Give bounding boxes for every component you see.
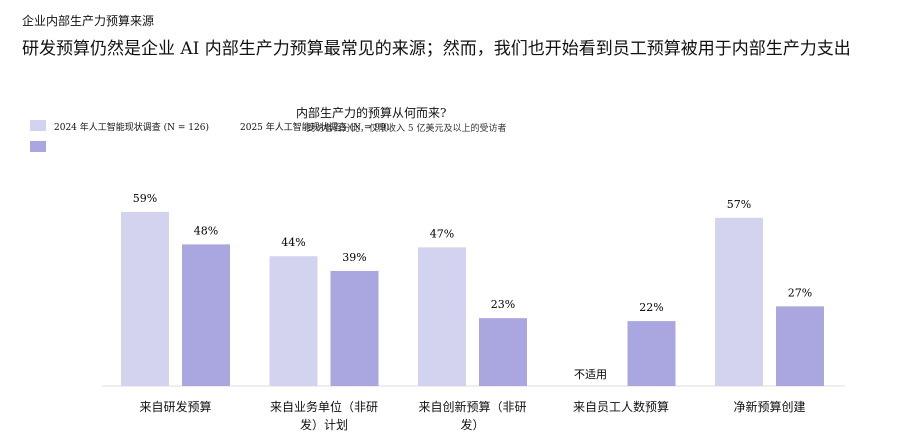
x-tick-label: 来自员工人数预算 bbox=[572, 400, 669, 414]
bar bbox=[121, 211, 169, 386]
value-label: 48% bbox=[194, 224, 218, 237]
headline: 研发预算仍然是企业 AI 内部生产力预算最常见的来源；然而，我们也开始看到员工预… bbox=[22, 39, 851, 59]
value-label: 22% bbox=[639, 301, 663, 314]
kicker: 企业内部生产力预算来源 bbox=[22, 14, 155, 28]
bar bbox=[776, 306, 824, 386]
bar bbox=[269, 256, 318, 386]
bar bbox=[182, 244, 230, 386]
bar bbox=[627, 321, 676, 386]
x-tick-label: 净新预算创建 bbox=[733, 400, 806, 414]
value-label: 57% bbox=[727, 198, 751, 211]
bar bbox=[479, 318, 527, 386]
bar bbox=[715, 217, 763, 386]
value-label: 47% bbox=[430, 227, 454, 240]
legend-label: 2025 年人工智能现状调查 (N = 99) bbox=[240, 123, 390, 133]
value-label: 59% bbox=[133, 192, 157, 205]
x-tick-label: 来自研发预算 bbox=[139, 400, 212, 414]
bar bbox=[418, 247, 466, 386]
legend-label: 2024 年人工智能现状调查 (N = 126) bbox=[54, 123, 209, 133]
value-label: 27% bbox=[788, 286, 812, 299]
value-label: 23% bbox=[491, 298, 515, 311]
chart-title: 内部生产力的预算从何而来? bbox=[296, 106, 447, 120]
legend-swatch bbox=[30, 120, 46, 131]
value-label: 不适用 bbox=[574, 368, 607, 381]
x-tick-label: 来自创新预算（非研发） bbox=[418, 400, 527, 432]
value-label: 39% bbox=[342, 251, 366, 264]
value-label: 44% bbox=[281, 236, 305, 249]
bar bbox=[330, 270, 379, 386]
legend-swatch bbox=[30, 141, 46, 152]
chart-subtitle: 受访者百分比，仅限收入 5 亿美元及以上的受访者 bbox=[306, 124, 507, 134]
x-tick-label: 来自业务单位（非研发）计划 bbox=[269, 400, 378, 432]
